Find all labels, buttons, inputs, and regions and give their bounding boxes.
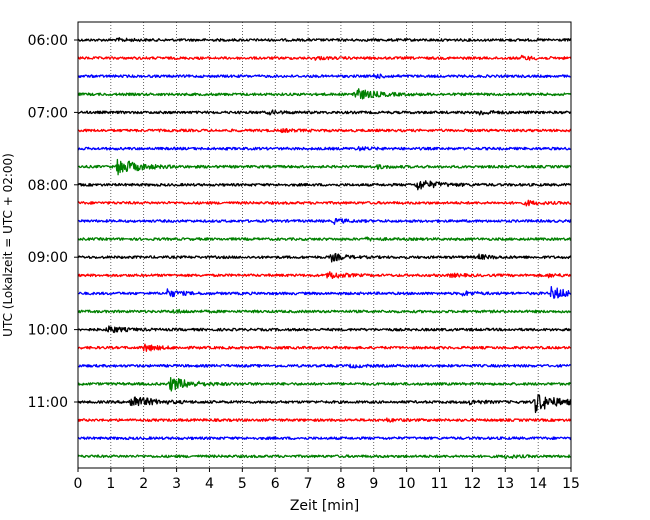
trace-row-1100: [77, 393, 572, 414]
trace-row-0815: [77, 199, 572, 207]
y-tick-label: 06:00: [28, 33, 68, 49]
x-tick-label: 8: [336, 476, 345, 492]
y-tick-label: 11:00: [28, 395, 68, 411]
trace-row-0745: [77, 158, 572, 176]
trace-row-0930: [77, 285, 572, 299]
trace-row-0900: [77, 252, 572, 263]
x-tick-label: 5: [238, 476, 247, 492]
x-tick-layer: 0 1 2 3 4 5 6 7 8 9 10 11 12 13 14 15: [74, 468, 580, 492]
trace-row-0730: [77, 145, 572, 152]
x-tick-label: 14: [529, 476, 547, 492]
x-tick-label: 1: [106, 476, 115, 492]
x-tick-label: 4: [205, 476, 214, 492]
trace-row-1130: [77, 436, 572, 441]
trace-row-0845: [77, 236, 572, 242]
trace-layer: [77, 37, 572, 460]
x-tick-label: 9: [369, 476, 378, 492]
trace-row-0715: [77, 127, 572, 134]
trace-row-0915: [77, 271, 572, 280]
trace-row-1115: [77, 417, 572, 423]
x-tick-label: 15: [562, 476, 580, 492]
y-tick-label: 08:00: [28, 178, 68, 194]
trace-row-1015: [77, 343, 572, 352]
trace-row-0800: [77, 180, 572, 191]
x-tick-label: 2: [139, 476, 148, 492]
x-tick-label: 3: [172, 476, 181, 492]
x-tick-label: 11: [431, 476, 449, 492]
y-tick-label: 10:00: [28, 323, 68, 339]
grid-layer: [110, 22, 539, 468]
trace-row-0830: [77, 217, 572, 225]
x-tick-label: 6: [271, 476, 280, 492]
trace-row-0630: [77, 73, 571, 79]
y-tick-label: 09:00: [28, 250, 68, 266]
trace-row-1000: [77, 325, 572, 334]
y-tick-label: 07:00: [28, 105, 68, 121]
x-tick-label: 12: [463, 476, 481, 492]
x-tick-label: 13: [496, 476, 514, 492]
trace-row-0615: [77, 54, 572, 61]
trace-row-1145: [77, 454, 572, 460]
x-tick-label: 7: [304, 476, 313, 492]
x-axis-title: Zeit [min]: [290, 498, 359, 514]
trace-row-0645: [77, 88, 572, 100]
trace-row-1045: [78, 376, 572, 392]
plot-frame: [77, 21, 572, 469]
y-tick-layer: 06:00 07:00 08:00 09:00 10:00 11:00: [28, 33, 78, 411]
x-tick-label: 10: [398, 476, 416, 492]
y-axis-title: UTC (Lokalzeit = UTC + 02:00): [1, 153, 15, 337]
trace-row-0600: [77, 37, 572, 43]
trace-row-0700: [77, 109, 572, 116]
x-tick-label: 0: [74, 476, 83, 492]
trace-row-0945: [77, 308, 572, 314]
trace-row-1030: [77, 363, 572, 369]
